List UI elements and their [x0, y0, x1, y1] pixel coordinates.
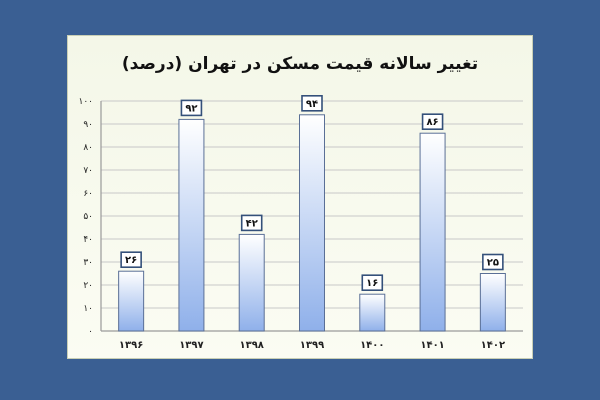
- bar-1: [118, 270, 145, 332]
- y-tick-label: ۳۰: [83, 258, 93, 268]
- data-label-2: ۹۲: [180, 99, 203, 117]
- bar-2: [178, 118, 205, 332]
- data-label-box: [482, 253, 504, 271]
- data-label-box: [240, 214, 263, 232]
- bar-5: [359, 293, 386, 332]
- bar-7: [479, 273, 506, 332]
- data-label-6: ۸۶: [421, 113, 444, 130]
- y-tick-label: ۷۰: [83, 166, 93, 176]
- data-label-box: [120, 251, 142, 268]
- data-label-3: ۴۲: [240, 214, 263, 232]
- y-tick-label: ۵۰: [83, 212, 93, 222]
- y-tick-label: ۱۰: [83, 304, 93, 314]
- y-tick-label: ۹۰: [83, 120, 93, 130]
- y-tick-label: ۲۰: [83, 281, 93, 291]
- y-tick-label: ۱۰۰: [78, 97, 93, 107]
- data-label-7: ۲۵: [482, 253, 504, 271]
- data-label-5: ۱۶: [361, 274, 384, 291]
- bars: [118, 114, 506, 332]
- bar-4: [299, 114, 325, 332]
- data-label-4: ۹۴: [301, 94, 323, 112]
- data-label-box: [421, 113, 444, 130]
- y-tick-label: ۶۰: [83, 189, 93, 199]
- data-label-1: ۲۶: [120, 251, 142, 268]
- chart-title: تغییر سالانه قیمت مسکن در تهران (درصد): [121, 54, 479, 74]
- data-label-text: ۲۵: [487, 258, 499, 269]
- x-tick-label: ۱۳۹۸: [240, 340, 264, 351]
- data-label-text: ۸۶: [426, 117, 438, 128]
- data-label-text: ۹۲: [185, 103, 197, 114]
- data-label-text: ۱۶: [366, 278, 378, 289]
- data-label-text: ۹۴: [306, 99, 318, 110]
- y-tick-label: ۰: [88, 327, 93, 337]
- x-tick-label: ۱۳۹۹: [300, 340, 324, 351]
- data-label-text: ۲۶: [125, 255, 137, 266]
- x-tick-label: ۱۴۰۰: [360, 340, 384, 351]
- data-labels: ۲۶ ۹۲ ۴۲ ۹۴ ۱۶ ۸۶ ۲۵: [120, 94, 504, 291]
- data-label-text: ۴۲: [246, 218, 258, 229]
- data-label-box: [361, 274, 384, 291]
- y-tick-label: ۴۰: [83, 235, 93, 245]
- x-tick-label: ۱۳۹۶: [119, 340, 143, 351]
- chart-panel: تغییر سالانه قیمت مسکن در تهران (درصد) ۲…: [67, 35, 533, 359]
- data-label-box: [180, 99, 203, 117]
- y-tick-label: ۸۰: [83, 143, 93, 153]
- x-tick-label: ۱۴۰۱: [420, 340, 444, 351]
- x-tick-label: ۱۴۰۲: [481, 340, 505, 351]
- data-label-box: [301, 94, 323, 112]
- bar-3: [238, 233, 265, 332]
- bar-6: [419, 132, 446, 332]
- bar-chart: ۲۶ ۹۲ ۴۲ ۹۴ ۱۶ ۸۶ ۲۵ ۰ ۱۰ ۲۰ ۳۰ ۴۰ ۵۰ ۶۰ ۷۰ ۸۰ ۹۰ ۱۰۰ ۱۳۹…: [78, 94, 523, 351]
- x-tick-label: ۱۳۹۷: [179, 340, 203, 351]
- tick-labels: ۰ ۱۰ ۲۰ ۳۰ ۴۰ ۵۰ ۶۰ ۷۰ ۸۰ ۹۰ ۱۰۰ ۱۳۹۶ ۱۳۹۷ ۱۳۹۸ ۱۳۹۹ ۱۴…: [78, 97, 505, 351]
